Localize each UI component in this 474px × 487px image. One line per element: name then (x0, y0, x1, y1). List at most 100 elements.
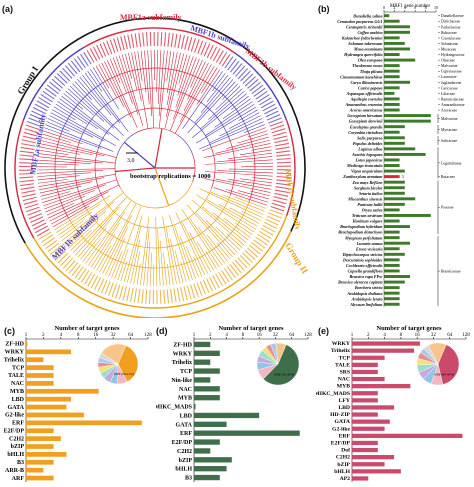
target-tick-label: 32 (273, 333, 279, 338)
tree-branch (180, 261, 187, 282)
b-species-label: Brachypodium distachyon (337, 230, 383, 235)
target-tick-label: 64 (289, 333, 295, 338)
tree-branch (222, 83, 238, 100)
leaf-label-mark (218, 271, 227, 285)
leaf-label-mark (167, 32, 170, 47)
leaf-label-mark (22, 135, 37, 140)
leaf-label-mark (45, 239, 58, 250)
tree-branch (104, 61, 132, 118)
target-tick-label: 128 (144, 333, 152, 338)
b-family-label: Dunaliellaceae (441, 14, 464, 18)
tree-branch (213, 187, 268, 206)
tree-branch (98, 64, 118, 98)
tree-branch (189, 232, 212, 273)
leaf-label-mark (104, 281, 111, 295)
target-tick-label: 64 (128, 333, 134, 338)
target-bar (194, 395, 220, 401)
leaf-label-mark (265, 110, 279, 118)
tree-branch (218, 203, 258, 227)
tree-branch (109, 58, 121, 83)
b-species-label: Carya illinoinensis (351, 80, 383, 85)
leaf-label-mark (186, 285, 192, 300)
leaf-label-mark (276, 161, 291, 164)
leaf-label-mark (80, 53, 89, 67)
b-tick-label: 6 (414, 5, 416, 10)
tree-branch (179, 64, 212, 123)
leaf-label-mark (71, 264, 81, 277)
tree-branch (183, 62, 209, 112)
leaf-label-mark (232, 63, 243, 75)
leaf-label-mark (196, 282, 203, 296)
tree-branch (96, 245, 112, 271)
target-bar (26, 365, 54, 370)
tree-branch (136, 263, 141, 285)
target-bar (26, 388, 99, 394)
leaf-label-mark (274, 142, 289, 147)
tree-branch (149, 252, 152, 286)
leaf-label-mark (244, 76, 257, 87)
leaf-label-mark (242, 73, 254, 84)
group-label-1: Group I (15, 64, 40, 96)
b-bar (384, 297, 400, 301)
b-species-label: Arabidopsis lyrata (351, 296, 383, 301)
leaf-label-mark (113, 38, 119, 52)
tree-branch (182, 71, 223, 129)
tree-branch (189, 218, 223, 266)
target-category-label: MIKC_MADS (316, 391, 350, 397)
leaf-label-mark (209, 276, 217, 290)
b-bar (384, 30, 410, 34)
subfamily-arc (130, 27, 236, 54)
target-tick-label: 8 (242, 333, 245, 338)
b-family-label: Musaceae (441, 47, 456, 51)
b-species-label: Diptychocarpus strictus (342, 252, 383, 257)
leaf-label-mark (239, 254, 251, 266)
b-species-label: Lunaria annua (356, 241, 383, 246)
leaf-label-mark (262, 103, 276, 112)
tree-branch (44, 127, 102, 149)
leaf-label-mark (54, 250, 66, 261)
tree-branch (199, 188, 263, 218)
leaf-label-mark (268, 117, 282, 124)
tree-branch (165, 52, 181, 118)
b-family-label: Rubiaceae (441, 31, 457, 35)
tree-branch (123, 141, 156, 169)
tree-branch (216, 242, 231, 260)
b-species-label: Capsella grandiflora (348, 269, 383, 274)
b-bar (384, 186, 405, 190)
leaf-label-mark (260, 100, 274, 109)
tree-branch (40, 140, 105, 157)
leaf-label-mark (130, 287, 134, 302)
tree-arc (134, 188, 212, 229)
tree-branch (37, 179, 68, 184)
target-category-label: WRKY (332, 341, 350, 347)
leaf-label-mark (199, 281, 206, 295)
tree-branch (215, 139, 270, 154)
leaf-label-mark (274, 192, 289, 197)
tree-branch (146, 240, 151, 286)
target-tick-label: 2 (42, 333, 45, 338)
tree-branch (154, 167, 170, 206)
target-category-label: E2F/DP (331, 441, 351, 447)
leaf-label-mark (92, 46, 101, 60)
b-bar (384, 114, 431, 118)
tree-branch (187, 81, 236, 134)
b-species-label: Sorghum bicolor (354, 185, 383, 190)
tree-branch (42, 130, 83, 145)
b-species-label: Oryza sativa (362, 208, 383, 213)
leaf-label-mark (77, 268, 87, 281)
b-family-label: Oleaceae (441, 59, 455, 63)
tree-branch (99, 204, 137, 273)
b-species-label: Gossypium darwinii (349, 119, 384, 124)
leaf-label-mark (271, 202, 286, 208)
leaf-label-mark (44, 87, 57, 97)
leaf-label-mark (74, 266, 84, 279)
leaf-label-mark (122, 286, 127, 301)
leaf-label-mark (259, 230, 272, 240)
target-bar (194, 412, 260, 419)
tree-branch (37, 175, 80, 181)
target-bar (194, 341, 211, 348)
tree-arc (54, 133, 69, 219)
b-bar (384, 91, 395, 95)
tree-branch (250, 190, 270, 197)
b-bar (384, 263, 400, 267)
